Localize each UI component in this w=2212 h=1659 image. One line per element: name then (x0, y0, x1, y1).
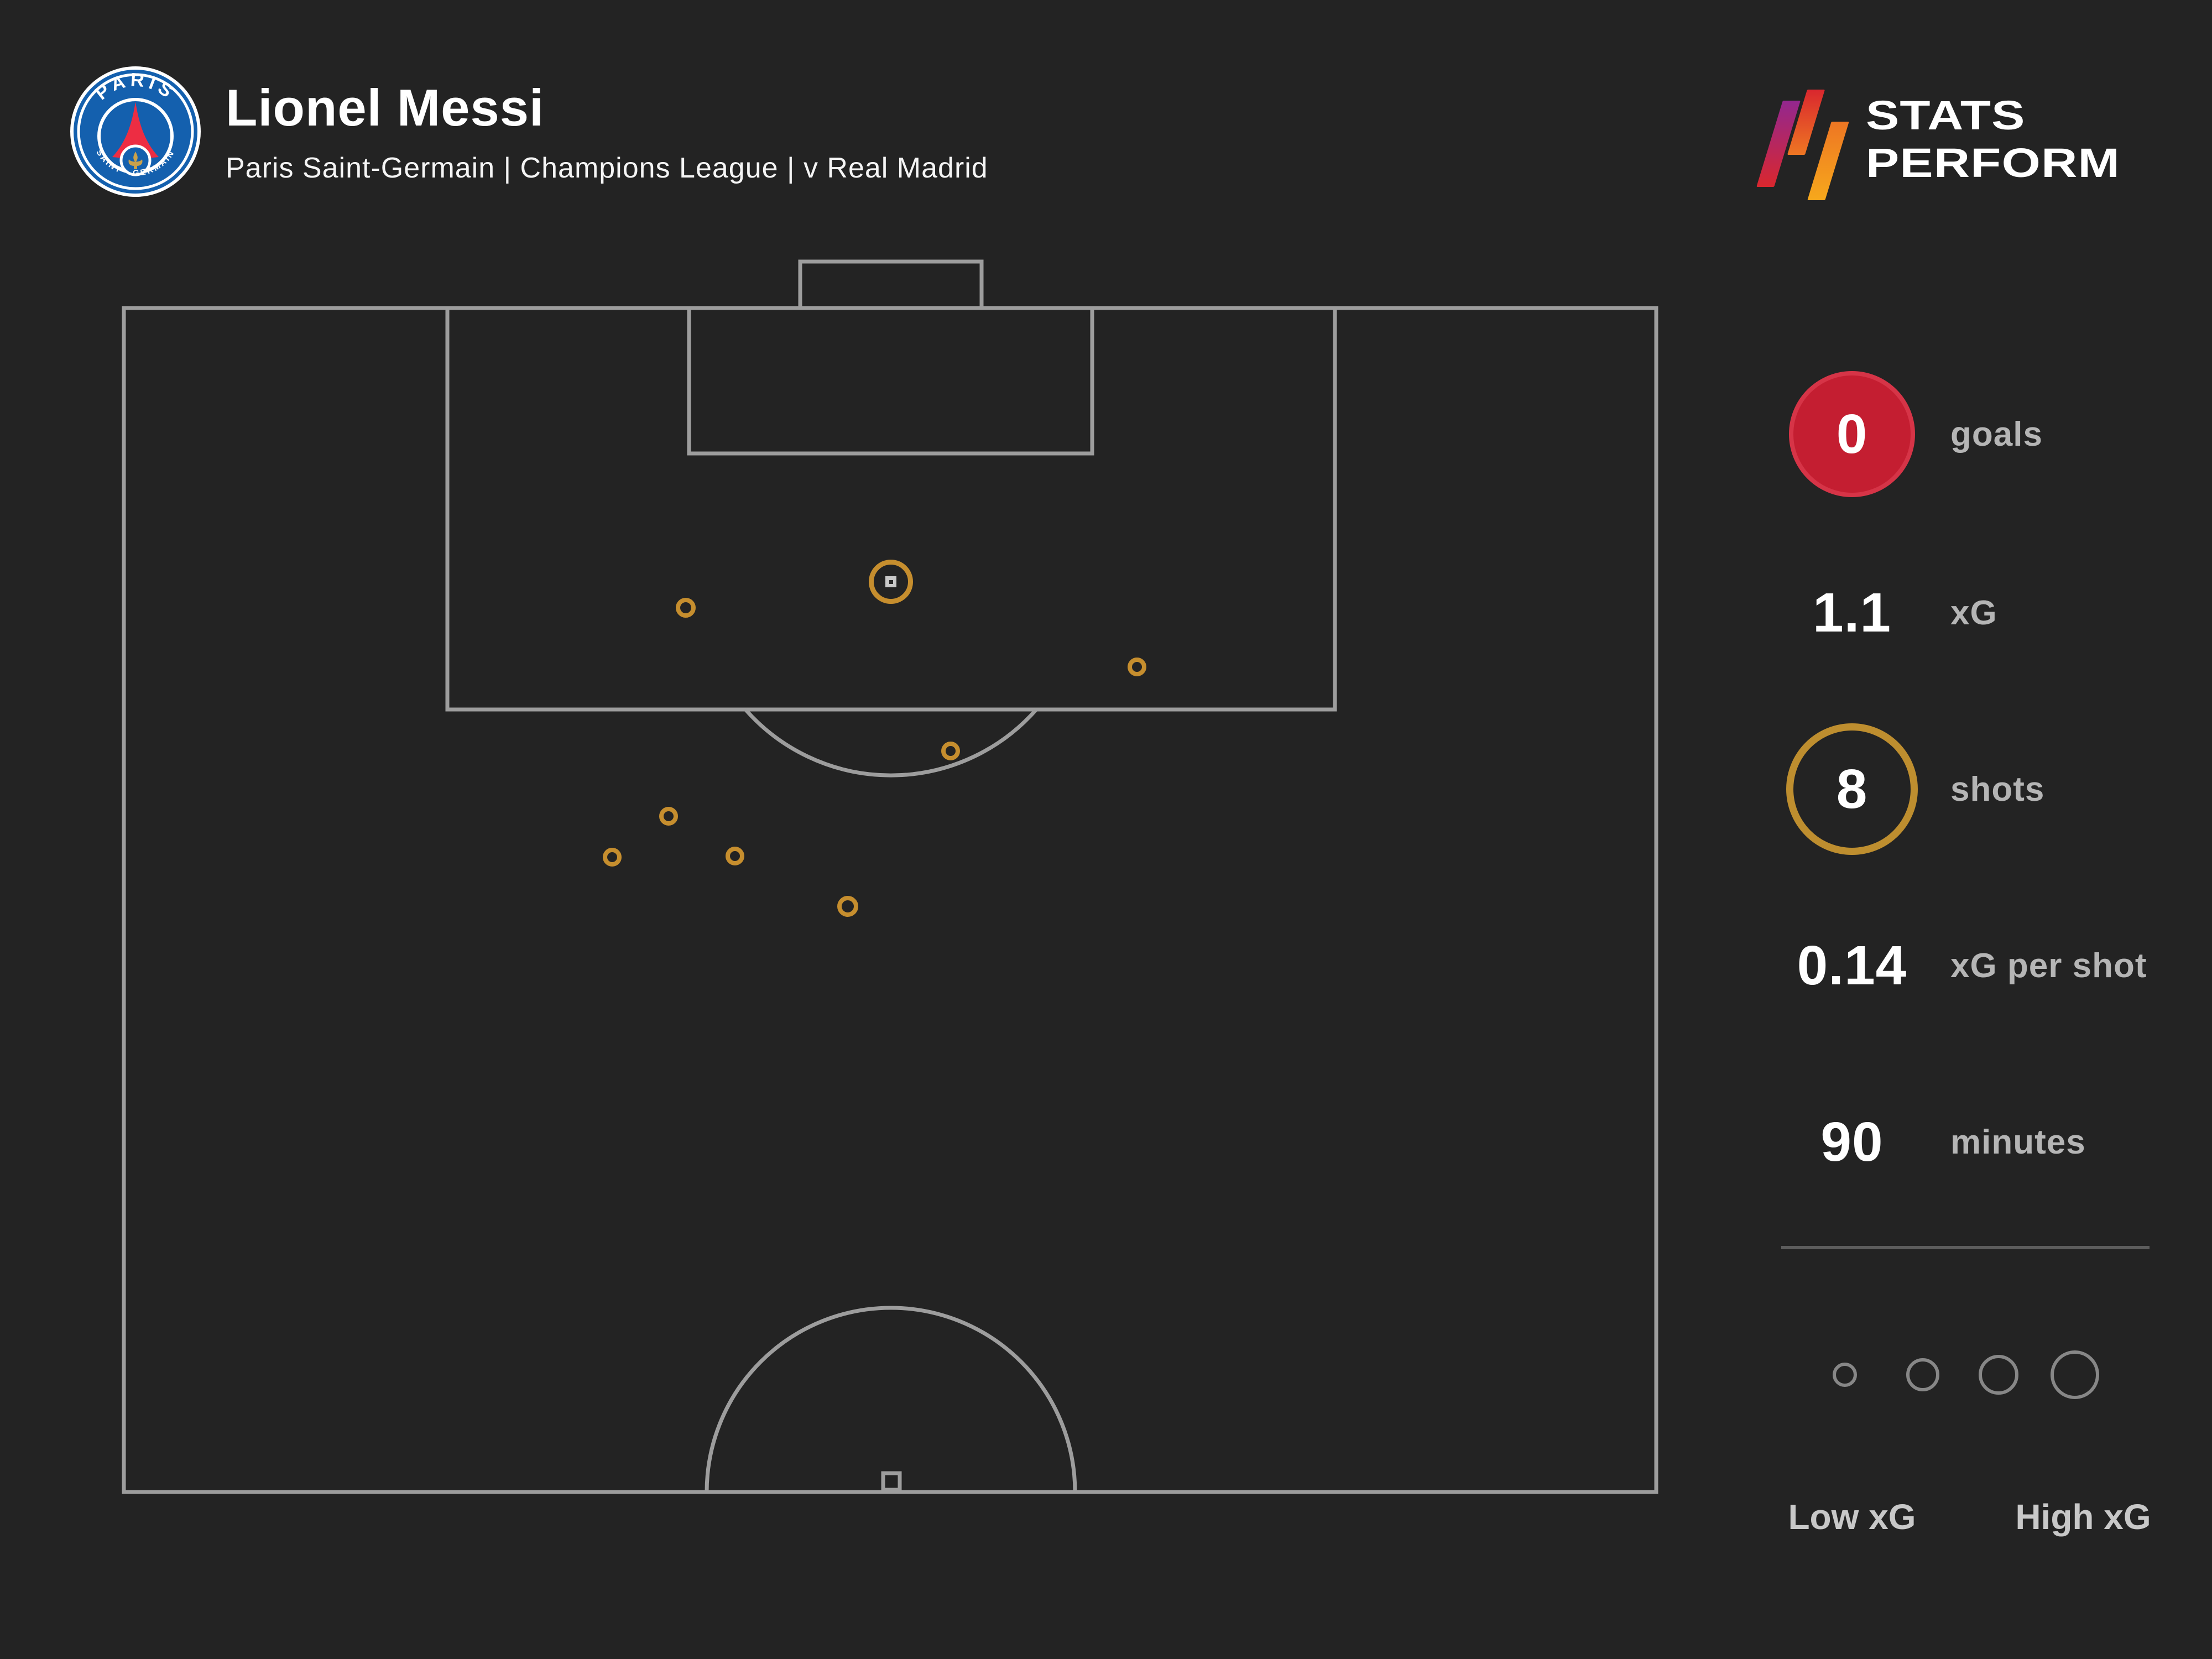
goals-label: goals (1950, 415, 2043, 453)
shot-marker (603, 848, 622, 867)
shot-marker (676, 598, 696, 618)
pitch-outline (122, 306, 1658, 1494)
stat-row-xg-per-shot: 0.14 xG per shot (1779, 904, 2147, 1027)
stat-row-goals: 0 goals (1779, 371, 2043, 497)
eiffel-tower-icon (112, 102, 159, 158)
brand-line-1: STATS (1866, 92, 2026, 138)
page-title: Lionel Messi (226, 79, 545, 137)
centre-spot (881, 1471, 902, 1492)
xg-value: 1.1 (1812, 581, 1891, 644)
shot-markers-layer (603, 560, 1146, 917)
fleur-de-lis-icon (128, 152, 143, 169)
goals-red-circle: 0 (1789, 371, 1915, 497)
brand-line-2: PERFORM (1866, 140, 2120, 186)
xg-per-shot-label: xG per shot (1950, 946, 2147, 985)
legend-size-circle (1906, 1358, 1939, 1391)
shot-marker (837, 896, 858, 917)
minutes-label: minutes (1950, 1123, 2086, 1161)
shot-marker (726, 847, 744, 865)
psg-club-crest: PARIS SAINT - GERMAIN (70, 66, 201, 197)
shots-value: 8 (1836, 758, 1868, 820)
legend-size-circle (2051, 1350, 2099, 1399)
header: Lionel Messi Paris Saint-Germain | Champ… (226, 82, 988, 185)
sidebar-divider (1781, 1246, 2150, 1249)
legend-high-xg-label: High xG (2015, 1497, 2151, 1537)
stats-perform-slashes-icon (1756, 90, 1851, 200)
shot-marker (869, 560, 913, 604)
xg-per-shot-value: 0.14 (1797, 934, 1907, 997)
penalty-arc (744, 708, 1038, 778)
shot-marker (1128, 658, 1146, 676)
goals-value: 0 (1836, 403, 1868, 465)
shot-marker (659, 807, 678, 826)
goal-frame (798, 259, 984, 310)
stat-row-xg: 1.1 xG (1779, 551, 1997, 675)
stats-perform-logo: STATS PERFORM (1756, 90, 2120, 200)
xg-size-legend (1833, 1350, 2099, 1399)
legend-low-xg-label: Low xG (1788, 1497, 1916, 1537)
stat-row-minutes: 90 minutes (1779, 1080, 2086, 1204)
penalty-area (445, 306, 1337, 712)
penalty-spot-center (889, 580, 893, 584)
stats-perform-wordmark: STATS PERFORM (1866, 92, 2120, 187)
xg-label: xG (1950, 593, 1997, 632)
shot-marker (941, 742, 960, 760)
centre-circle-arc (705, 1306, 1077, 1493)
minutes-value: 90 (1820, 1110, 1884, 1173)
six-yard-box (687, 306, 1094, 456)
legend-size-circle (1979, 1355, 2018, 1395)
stat-row-shots: 8 shots (1779, 723, 2045, 855)
legend-size-circle (1833, 1363, 1857, 1387)
page-subtitle: Paris Saint-Germain | Champions League |… (226, 152, 988, 184)
shots-gold-ring: 8 (1786, 723, 1918, 855)
shots-label: shots (1950, 770, 2045, 808)
